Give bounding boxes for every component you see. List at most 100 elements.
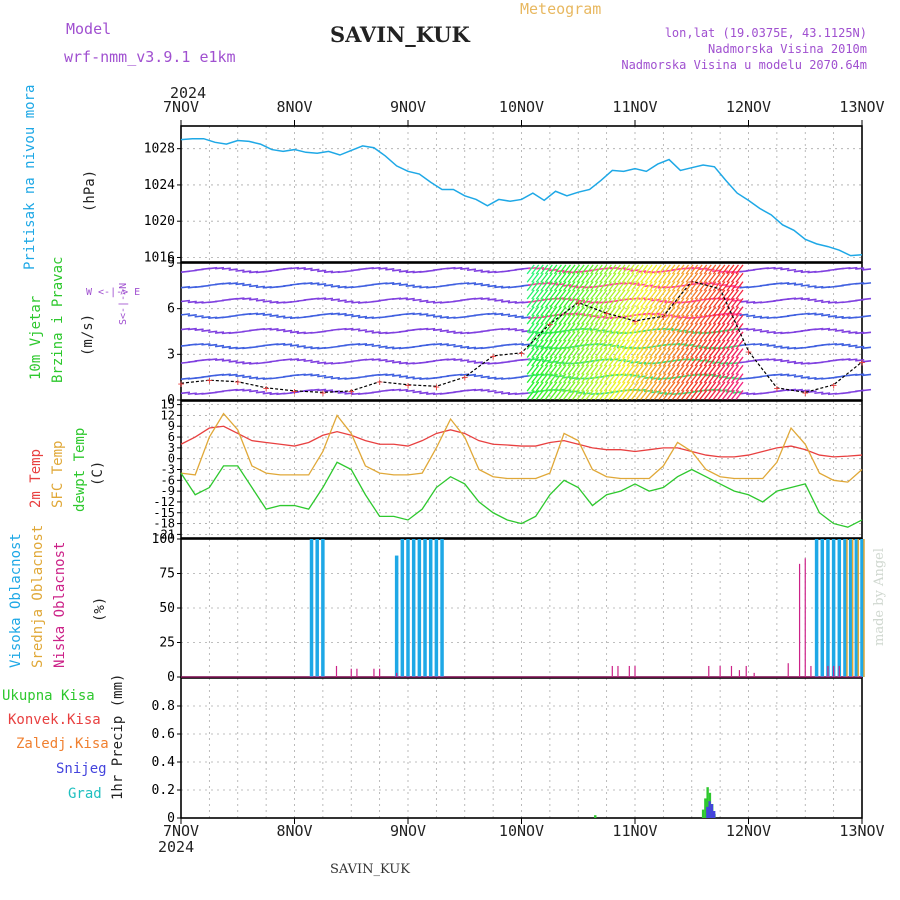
wind-barb xyxy=(558,390,567,400)
wind-barb xyxy=(730,373,739,384)
wind-barb xyxy=(494,299,504,302)
wind-marker: + xyxy=(717,283,724,296)
wind-barb xyxy=(180,299,191,303)
wind-barb xyxy=(351,314,361,318)
wind-barb xyxy=(187,392,197,395)
wind-barb xyxy=(681,289,690,300)
wind-barb xyxy=(635,306,644,317)
wind-barb xyxy=(590,390,599,400)
wind-barb xyxy=(576,373,585,384)
wind-barb xyxy=(712,364,721,375)
wind-barb xyxy=(649,289,658,300)
wind-barb xyxy=(649,381,658,392)
wind-barb xyxy=(608,264,617,275)
wind-barb xyxy=(608,364,617,375)
wind-barb xyxy=(535,314,544,325)
wind-barb xyxy=(581,390,590,400)
wind-barb xyxy=(526,281,535,291)
wind-barb xyxy=(703,373,712,384)
wind-barb xyxy=(562,314,572,325)
wind-barb xyxy=(667,281,676,291)
wind-barb xyxy=(590,381,599,392)
wind-barb xyxy=(426,392,436,395)
wind-barb xyxy=(540,289,549,300)
wind-barb xyxy=(649,272,658,283)
wind-barb xyxy=(635,348,644,358)
wind-barb xyxy=(662,323,671,333)
precip-bar xyxy=(710,804,714,818)
wind-barb xyxy=(608,390,617,400)
wind-barb xyxy=(617,297,626,308)
wind-barb xyxy=(640,356,649,367)
wind-barb xyxy=(553,331,562,342)
wind-barb xyxy=(242,297,252,300)
wind-barb xyxy=(531,390,540,400)
wind-barb xyxy=(787,268,797,272)
wind-barb xyxy=(494,377,504,380)
wind-barb xyxy=(526,331,535,342)
wind-barb xyxy=(371,331,381,334)
x-tick-label-top: 7NOV xyxy=(163,98,199,116)
wind-barb xyxy=(242,361,252,365)
wind-barb xyxy=(567,356,576,367)
wind-barb xyxy=(708,323,717,333)
wind-barb xyxy=(681,264,690,275)
wind-barb xyxy=(567,281,576,291)
wind-barb xyxy=(644,339,653,350)
wind-barb xyxy=(861,346,872,350)
wind-barb xyxy=(562,272,572,283)
wind-barb xyxy=(544,339,553,350)
wind-barb xyxy=(357,315,368,319)
wind-barb xyxy=(531,356,540,367)
wind-barb xyxy=(521,343,531,346)
wind-barb xyxy=(553,390,562,400)
wind-barb xyxy=(242,283,252,287)
precip-bar xyxy=(701,809,705,818)
wind-barb xyxy=(667,272,676,283)
cloud-high-bar xyxy=(394,555,399,677)
wind-barb xyxy=(581,348,590,358)
wind-barb xyxy=(531,331,540,342)
wind-barb xyxy=(242,270,252,273)
wind-barb xyxy=(535,297,544,308)
wind-barb xyxy=(631,314,640,325)
wind-marker: + xyxy=(348,385,355,398)
wind-barb xyxy=(681,373,690,384)
cloud-high-bar xyxy=(411,539,416,677)
wind-barb xyxy=(514,315,524,319)
cloud-low-bar xyxy=(373,668,375,677)
wind-barb xyxy=(590,272,599,283)
cloud-high-bar xyxy=(434,539,439,677)
x-tick-label-top: 10NOV xyxy=(499,98,544,116)
wind-barb xyxy=(344,327,354,331)
wind-barb xyxy=(572,339,581,350)
wind-barb xyxy=(594,364,603,375)
wind-barb xyxy=(671,356,680,367)
wind-barb xyxy=(712,356,721,367)
wind-barb xyxy=(622,381,631,392)
wind-barb xyxy=(717,314,726,325)
wind-barb xyxy=(735,356,744,367)
wind-barb xyxy=(526,364,535,375)
cloud-unit: (%) xyxy=(92,596,108,622)
wind-barb xyxy=(558,323,567,333)
wind-marker: + xyxy=(433,380,440,393)
wind-barb xyxy=(626,306,635,317)
wind-barb xyxy=(658,339,667,350)
wind-barb xyxy=(553,306,562,317)
cloud-low-bar xyxy=(396,672,398,677)
wind-barb xyxy=(690,264,699,275)
wind-barb xyxy=(685,314,694,325)
wind-barb xyxy=(419,327,429,331)
wind-barb xyxy=(631,348,640,358)
wind-barb xyxy=(671,373,680,384)
wind-barb xyxy=(717,381,726,392)
temp-2m-line xyxy=(180,425,863,458)
wind-barb xyxy=(549,297,558,308)
wind-barb xyxy=(460,345,470,349)
wind-barb xyxy=(649,323,658,333)
wind-barb xyxy=(228,346,238,350)
cloud-high-bar xyxy=(820,539,825,677)
cloud-low-bar xyxy=(730,665,733,677)
wind-barb xyxy=(553,281,562,291)
